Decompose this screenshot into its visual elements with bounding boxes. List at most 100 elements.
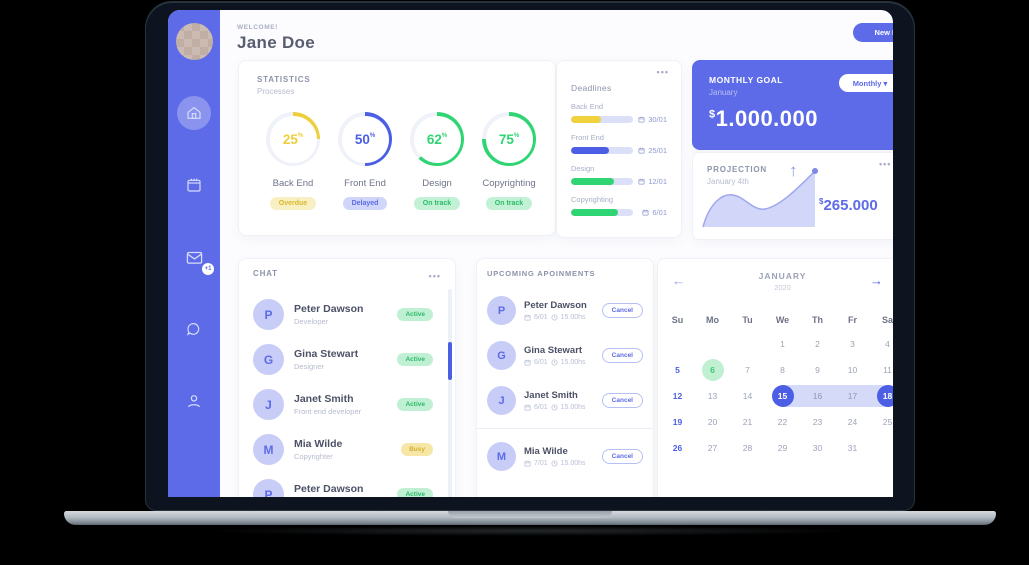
contact-name: Peter Dawson bbox=[294, 303, 364, 315]
calendar-day[interactable]: 27 bbox=[695, 435, 730, 461]
calendar-day[interactable]: 15 bbox=[765, 383, 800, 409]
calendar-day[interactable]: 3 bbox=[835, 331, 870, 357]
calendar-day[interactable]: 6 bbox=[695, 357, 730, 383]
appointment-item: J Janet Smith 6/01 15.00hs Cancel bbox=[487, 378, 643, 423]
sidebar-item-mail[interactable]: +1 bbox=[177, 240, 214, 275]
period-selector-dropdown[interactable]: Monthly ▾ bbox=[839, 74, 893, 92]
calendar-day[interactable]: 8 bbox=[765, 357, 800, 383]
status-badge: Delayed bbox=[342, 197, 388, 210]
contact-role: Developer bbox=[294, 317, 329, 326]
deadline-progress-track bbox=[571, 209, 633, 216]
statistics-title: STATISTICS bbox=[257, 75, 311, 84]
deadlines-title: Deadlines bbox=[571, 83, 612, 93]
chat-scrollbar-thumb[interactable] bbox=[448, 342, 452, 380]
calendar-day[interactable]: 9 bbox=[800, 357, 835, 383]
chat-list-item[interactable]: G Gina Stewart Designer Active bbox=[253, 337, 441, 382]
calendar-day[interactable]: 31 bbox=[835, 435, 870, 461]
status-badge: On track bbox=[413, 197, 461, 210]
calendar-day[interactable]: 1 bbox=[765, 331, 800, 357]
sidebar-item-profile[interactable] bbox=[177, 384, 211, 418]
new-project-button[interactable]: New Project bbox=[853, 23, 893, 42]
chat-title: CHAT bbox=[253, 269, 278, 278]
currency-symbol: $ bbox=[709, 108, 716, 121]
chat-list: P Peter Dawson Developer Active G Gina Stewar… bbox=[253, 292, 441, 497]
appointment-name: Gina Stewart bbox=[524, 345, 583, 356]
calendar-day[interactable]: 13 bbox=[695, 383, 730, 409]
progress-ring-value: 75% bbox=[498, 131, 520, 147]
calendar-day[interactable]: 21 bbox=[730, 409, 765, 435]
sidebar-item-home[interactable] bbox=[177, 96, 211, 130]
calendar-day-number: 31 bbox=[847, 443, 858, 453]
calendar-day[interactable]: 19 bbox=[660, 409, 695, 435]
calendar-title: JANUARY 2020 bbox=[660, 271, 893, 292]
calendar-year: 2020 bbox=[774, 283, 791, 292]
contact-avatar: J bbox=[487, 386, 516, 415]
deadline-date: 30/01 bbox=[638, 115, 667, 124]
calendar-day[interactable]: 22 bbox=[765, 409, 800, 435]
welcome-label: WELCOME! bbox=[237, 24, 278, 31]
calendar-day[interactable]: 7 bbox=[730, 357, 765, 383]
calendar-month: JANUARY bbox=[758, 271, 807, 281]
sidebar: +1 bbox=[168, 10, 220, 497]
calendar-day[interactable]: 11 bbox=[870, 357, 893, 383]
calendar-prev-arrow-icon[interactable]: ← bbox=[672, 273, 685, 288]
sidebar-nav: +1 bbox=[177, 96, 214, 418]
calendar-next-arrow-icon[interactable]: → bbox=[870, 273, 883, 288]
contact-texts: Gina Stewart Designer bbox=[294, 348, 358, 371]
presence-status-badge: Active bbox=[397, 488, 433, 497]
cancel-appointment-button[interactable]: Cancel bbox=[601, 393, 643, 408]
statistics-rings: 25% Back End Overdue 50% Front End Delayed 62%… bbox=[257, 112, 545, 210]
calendar-day[interactable]: 25 bbox=[870, 409, 893, 435]
calendar-day[interactable]: 20 bbox=[695, 409, 730, 435]
calendar-day[interactable]: 14 bbox=[730, 383, 765, 409]
monthly-goal-card: MONTHLY GOAL January $1.000.000 Monthly … bbox=[692, 60, 893, 150]
contact-avatar: M bbox=[487, 442, 516, 471]
cancel-appointment-button[interactable]: Cancel bbox=[601, 348, 643, 363]
calendar-day-number: 7 bbox=[745, 365, 750, 375]
deadlines-menu-icon[interactable]: ••• bbox=[656, 67, 669, 77]
calendar-day[interactable]: 12 bbox=[660, 383, 695, 409]
cancel-appointment-button[interactable]: Cancel bbox=[601, 303, 643, 318]
chat-scrollbar-track[interactable] bbox=[448, 289, 452, 497]
progress-ring-value: 50% bbox=[354, 131, 376, 147]
calendar-day[interactable]: 4 bbox=[870, 331, 893, 357]
mail-notification-badge: +1 bbox=[202, 263, 214, 275]
calendar-icon bbox=[186, 177, 202, 193]
calendar-day[interactable]: 16 bbox=[800, 383, 835, 409]
calendar-day[interactable]: 30 bbox=[800, 435, 835, 461]
calendar-day[interactable]: 2 bbox=[800, 331, 835, 357]
calendar-day[interactable]: 24 bbox=[835, 409, 870, 435]
deadline-item: Front End 25/01 bbox=[571, 133, 667, 155]
calendar-grid: 1 2 3 4 5 6 7 8 9 10 11 12 13 14 15 16 17 18 19 20 21 22 23 24 2… bbox=[660, 331, 893, 461]
calendar-day[interactable]: 23 bbox=[800, 409, 835, 435]
calendar-day[interactable]: 28 bbox=[730, 435, 765, 461]
calendar-day[interactable]: 17 bbox=[835, 383, 870, 409]
contact-avatar: G bbox=[487, 341, 516, 370]
calendar-week-row: 26 27 28 29 30 31 bbox=[660, 435, 893, 461]
appointment-texts: Gina Stewart 6/01 15.00hs bbox=[524, 345, 586, 366]
progress-ring: 62% bbox=[410, 112, 464, 166]
chat-list-item[interactable]: M Mia Wilde Copyrighter Busy bbox=[253, 427, 441, 472]
calendar-day[interactable]: 26 bbox=[660, 435, 695, 461]
calendar-day[interactable]: 18 bbox=[870, 383, 893, 409]
chat-list-item[interactable]: J Janet Smith Front end developer Active bbox=[253, 382, 441, 427]
calendar-day bbox=[660, 331, 695, 357]
laptop-base-notch bbox=[448, 511, 612, 518]
sidebar-item-chat[interactable] bbox=[177, 312, 211, 346]
calendar-day[interactable]: 10 bbox=[835, 357, 870, 383]
calendar-weekday-row: Su Mo Tu We Th Fr Sa bbox=[660, 315, 893, 325]
sidebar-item-calendar[interactable] bbox=[177, 168, 211, 202]
avatar[interactable] bbox=[175, 23, 213, 60]
deadline-progress-row: 25/01 bbox=[571, 146, 667, 155]
calendar-day[interactable]: 5 bbox=[660, 357, 695, 383]
cancel-appointment-button[interactable]: Cancel bbox=[601, 449, 643, 464]
projection-menu-icon[interactable]: ••• bbox=[879, 159, 892, 169]
calendar-header: ← JANUARY 2020 → bbox=[660, 271, 893, 297]
statistics-card: STATISTICS Processes 25% Back End Overdue 5… bbox=[238, 60, 556, 236]
chat-menu-icon[interactable]: ••• bbox=[428, 271, 441, 281]
calendar-day[interactable]: 29 bbox=[765, 435, 800, 461]
calendar-day bbox=[730, 331, 765, 357]
